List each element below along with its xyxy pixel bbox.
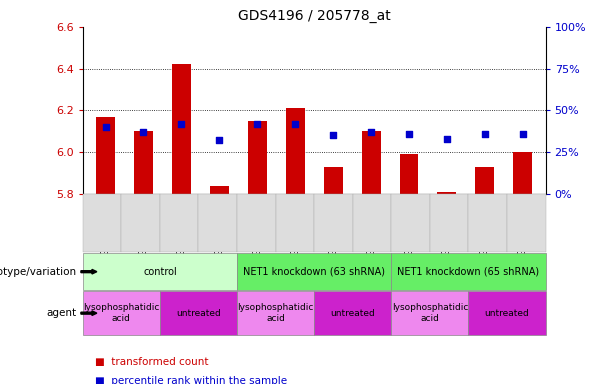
Text: ■  percentile rank within the sample: ■ percentile rank within the sample xyxy=(95,376,287,384)
Bar xyxy=(248,121,267,194)
Text: lysophosphatidic
acid: lysophosphatidic acid xyxy=(392,303,468,323)
Text: lysophosphatidic
acid: lysophosphatidic acid xyxy=(237,303,314,323)
Point xyxy=(328,132,338,139)
Text: agent: agent xyxy=(47,308,77,318)
Bar xyxy=(324,167,343,194)
Point xyxy=(442,136,452,142)
Text: untreated: untreated xyxy=(176,309,221,318)
Point xyxy=(518,131,528,137)
Text: control: control xyxy=(143,266,177,277)
Point xyxy=(177,121,186,127)
Point xyxy=(101,124,110,130)
Text: genotype/variation: genotype/variation xyxy=(0,266,77,277)
Bar xyxy=(172,65,191,194)
Text: ■  transformed count: ■ transformed count xyxy=(95,357,208,367)
Point xyxy=(291,121,300,127)
Point xyxy=(404,131,414,137)
Text: lysophosphatidic
acid: lysophosphatidic acid xyxy=(83,303,159,323)
Text: untreated: untreated xyxy=(330,309,375,318)
Text: NET1 knockdown (63 shRNA): NET1 knockdown (63 shRNA) xyxy=(243,266,385,277)
Bar xyxy=(134,131,153,194)
Text: untreated: untreated xyxy=(485,309,530,318)
Point xyxy=(215,137,224,144)
Title: GDS4196 / 205778_at: GDS4196 / 205778_at xyxy=(238,9,390,23)
Bar xyxy=(513,152,532,194)
Point xyxy=(139,129,148,135)
Bar xyxy=(400,154,419,194)
Point xyxy=(480,131,490,137)
Point xyxy=(253,121,262,127)
Bar xyxy=(476,167,494,194)
Bar xyxy=(286,108,305,194)
Bar xyxy=(210,185,229,194)
Bar xyxy=(362,131,381,194)
Bar xyxy=(438,192,457,194)
Point xyxy=(366,129,376,135)
Bar xyxy=(96,117,115,194)
Text: NET1 knockdown (65 shRNA): NET1 knockdown (65 shRNA) xyxy=(397,266,539,277)
